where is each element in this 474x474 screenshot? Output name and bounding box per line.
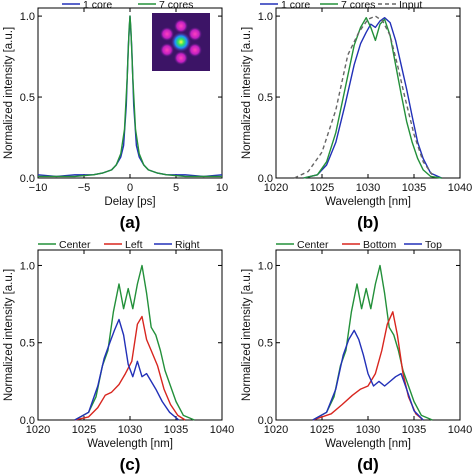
x-tick-label: 1040 [210, 424, 234, 436]
y-tick-label: 0.0 [258, 173, 273, 185]
panel-a-letter: (a) [120, 213, 141, 232]
legend-label: 7 cores [159, 0, 193, 11]
y-tick-label: 1.0 [20, 260, 35, 272]
panel-a: −10 −5 0 5 10 0.0 0.5 1.0 1 core 7 cores Delay [… [3, 0, 228, 232]
panel-c-frame [37, 249, 223, 421]
panel-d-axes: 1020 1025 1030 1035 1040 0.0 0.5 1.0 [258, 250, 472, 436]
panel-a-xlabel: Delay [ps] [104, 196, 155, 208]
series-line-7-cores [303, 17, 442, 179]
series-line-input [294, 15, 433, 179]
x-tick-label: 1020 [264, 182, 288, 194]
panel-a-axes: −10 −5 0 5 10 0.0 0.5 1.0 [20, 8, 228, 194]
panel-d-ylabel: Normalized intensity [a.u.] [241, 269, 253, 401]
series-line-left [74, 315, 186, 421]
panel-d-series [312, 264, 433, 421]
panel-a-inset [152, 13, 210, 71]
y-tick-label: 0.5 [20, 338, 35, 350]
legend-label: Input [399, 0, 422, 11]
y-tick-label: 0.5 [258, 338, 273, 350]
series-line-right [74, 318, 180, 421]
x-tick-label: 1025 [310, 182, 334, 194]
x-tick-label: 1040 [448, 182, 472, 194]
panel-c-legend: Center Left Right [38, 239, 200, 251]
panel-c-ylabel: Normalized intensity [a.u.] [3, 269, 15, 401]
x-tick-label: 1020 [264, 424, 288, 436]
panel-c-axes: 1020 1025 1030 1035 1040 0.0 0.5 1.0 [20, 250, 234, 436]
legend-label: Right [175, 239, 200, 251]
x-tick-label: 1025 [310, 424, 334, 436]
mode-lobe-top [174, 19, 188, 33]
mode-lobe-upper-right [188, 27, 202, 41]
legend-label: 1 core [281, 0, 310, 11]
x-tick-label: 1035 [164, 424, 188, 436]
legend-label: 1 core [83, 0, 112, 11]
series-line-1-core [303, 17, 442, 179]
panel-d-frame [275, 249, 461, 421]
mode-lobe-bottom [174, 51, 188, 65]
panel-a-ylabel: Normalized intensity [a.u.] [3, 27, 15, 159]
mode-lobe-lower-right [188, 43, 202, 57]
y-tick-label: 0.5 [258, 92, 273, 104]
panel-c-series [74, 264, 195, 421]
x-tick-label: −10 [29, 182, 48, 194]
y-tick-label: 0.5 [20, 92, 35, 104]
y-tick-label: 0.0 [258, 415, 273, 427]
x-tick-label: −5 [78, 182, 91, 194]
x-tick-label: 1025 [72, 424, 96, 436]
panel-d-xlabel: Wavelength [nm] [325, 438, 411, 450]
x-tick-label: 1040 [448, 424, 472, 436]
x-tick-label: 0 [127, 182, 133, 194]
panel-b-legend: 1 core 7 cores Input [260, 0, 422, 11]
series-line-top [312, 329, 424, 421]
panel-b-xlabel: Wavelength [nm] [325, 196, 411, 208]
legend-label: Bottom [363, 239, 397, 251]
legend-label: 7 cores [341, 0, 375, 11]
x-tick-label: 10 [216, 182, 228, 194]
mode-lobe-upper-left [160, 27, 174, 41]
panel-a-legend: 1 core 7 cores [62, 0, 193, 11]
y-tick-label: 0.0 [20, 415, 35, 427]
x-tick-label: 1020 [26, 424, 50, 436]
panel-d-letter: (d) [357, 455, 379, 474]
legend-label: Center [297, 239, 329, 251]
y-tick-label: 1.0 [20, 11, 35, 23]
panel-c-xlabel: Wavelength [nm] [87, 438, 173, 450]
mode-lobe-lower-left [160, 43, 174, 57]
x-tick-label: 1030 [356, 424, 380, 436]
panel-b-frame [275, 7, 461, 179]
panel-b: 1020 1025 1030 1035 1040 0.0 0.5 1.0 1 core 7 co… [241, 0, 472, 232]
panel-b-axes: 1020 1025 1030 1035 1040 0.0 0.5 1.0 [258, 8, 472, 194]
panel-b-letter: (b) [357, 213, 379, 232]
panel-b-ylabel: Normalized intensity [a.u.] [241, 27, 253, 159]
panel-c: 1020 1025 1030 1035 1040 0.0 0.5 1.0 Center Left… [3, 239, 234, 474]
x-tick-label: 5 [173, 182, 179, 194]
series-line-center [312, 264, 433, 421]
x-tick-label: 1035 [402, 424, 426, 436]
panel-a-series [37, 15, 223, 178]
panel-c-letter: (c) [120, 455, 141, 474]
legend-label: Left [125, 239, 143, 251]
series-line-7-cores [38, 15, 222, 178]
x-tick-label: 1030 [118, 424, 142, 436]
legend-label: Center [59, 239, 91, 251]
y-tick-label: 1.0 [258, 260, 273, 272]
panel-d-legend: Center Bottom Top [276, 239, 442, 251]
y-tick-label: 0.0 [20, 173, 35, 185]
y-tick-label: 1.0 [258, 11, 273, 23]
mode-center-spot [171, 32, 191, 52]
panel-b-series [294, 15, 442, 179]
x-tick-label: 1035 [402, 182, 426, 194]
x-tick-label: 1030 [356, 182, 380, 194]
panel-d: 1020 1025 1030 1035 1040 0.0 0.5 1.0 Center Bott… [241, 239, 472, 474]
legend-label: Top [425, 239, 442, 251]
